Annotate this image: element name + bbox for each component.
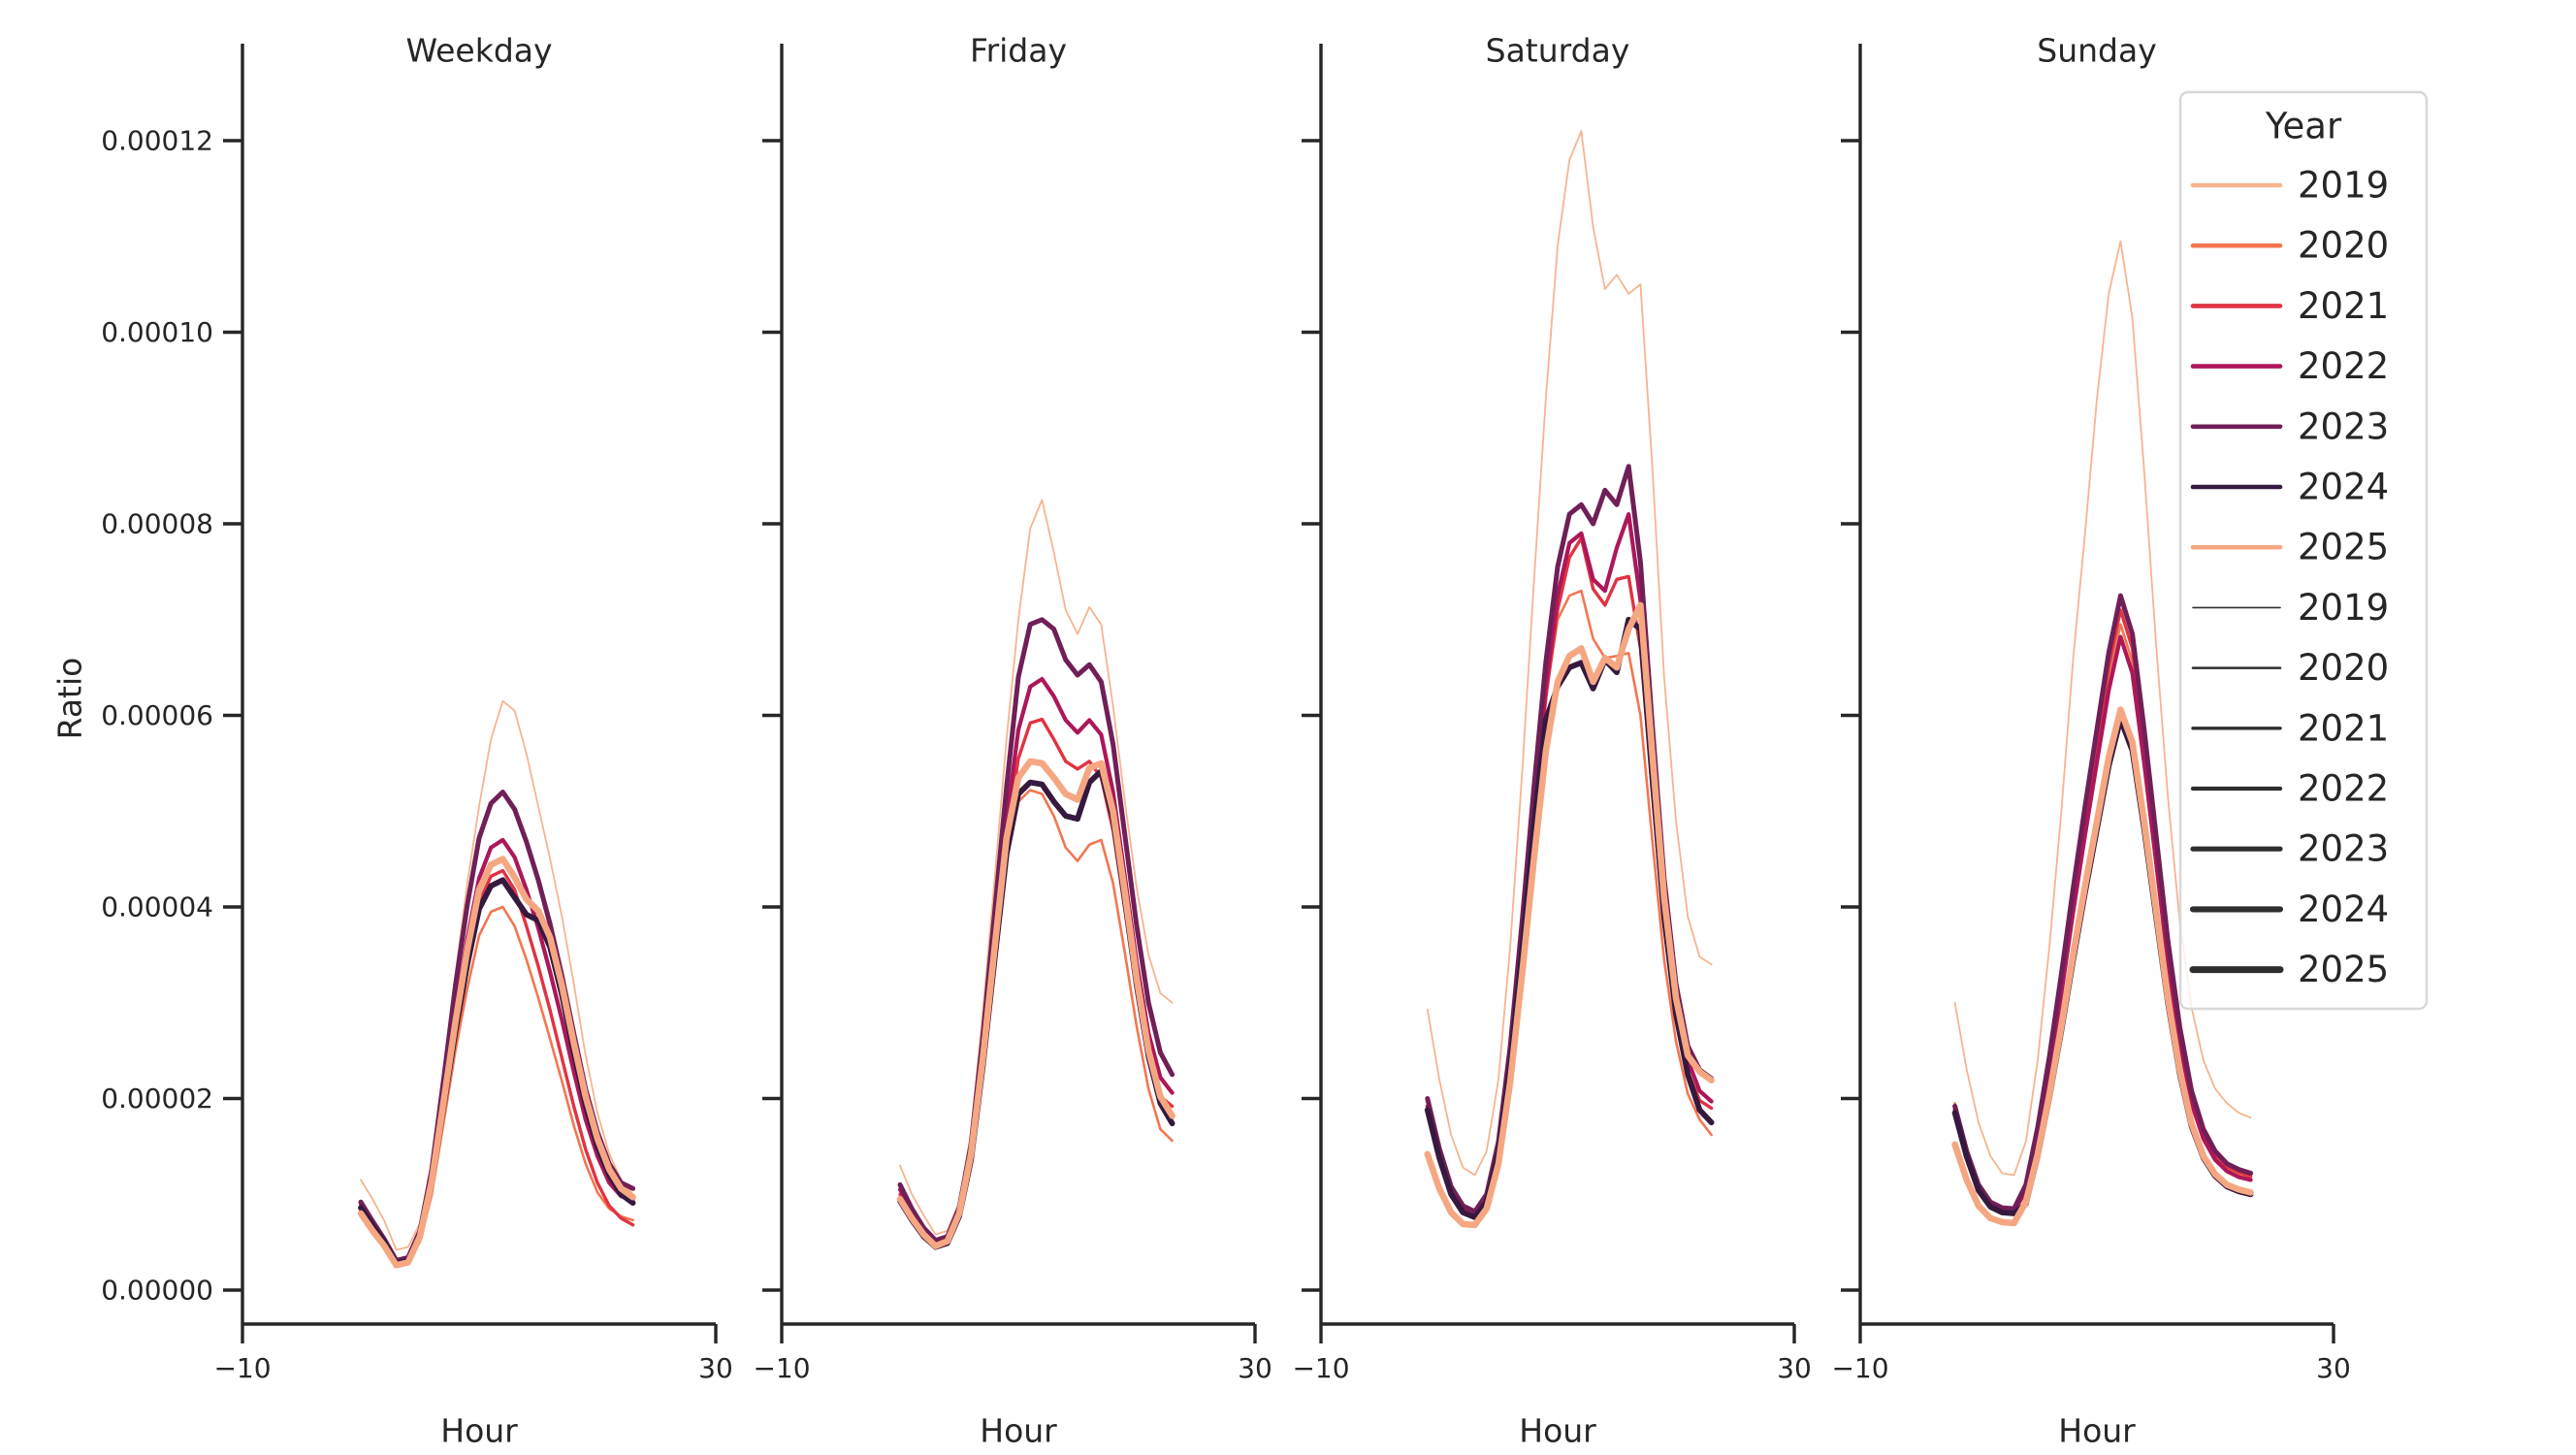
y-tick-label: 0.00000: [101, 1275, 213, 1307]
legend-size-label: 2025: [2298, 949, 2389, 990]
y-tick-label: 0.00012: [101, 125, 213, 157]
x-tick-label: 30: [698, 1352, 733, 1384]
line-sunday-2025: [1951, 706, 2254, 1227]
legend-size-label: 2020: [2298, 647, 2389, 689]
legend-size-label: 2022: [2298, 768, 2389, 810]
line-saturday-2019: [1426, 130, 1713, 1177]
y-tick-label: 0.00004: [101, 891, 213, 923]
legend-hue-label: 2019: [2298, 165, 2389, 207]
facet-sunday: −10 30 Sunday Hour: [1831, 32, 2350, 1450]
legend-size-label: 2019: [2298, 587, 2389, 629]
legend-size-label: 2023: [2298, 828, 2389, 870]
x-axis-label: Hour: [440, 1412, 518, 1450]
x-axis-label: Hour: [2058, 1412, 2136, 1450]
line-friday-2019: [899, 499, 1174, 1236]
x-tick-label: −10: [1831, 1352, 1888, 1384]
x-tick-label: −10: [753, 1352, 810, 1384]
line-saturday-2025: [1424, 601, 1715, 1229]
facet-friday: −10 30 Friday Hour: [753, 32, 1272, 1450]
x-tick-label: −10: [1292, 1352, 1349, 1384]
x-tick-label: 30: [1238, 1352, 1272, 1384]
y-tick-label: 0.00008: [101, 508, 213, 540]
x-axis-label: Hour: [980, 1412, 1057, 1450]
y-tick-label: 0.00006: [101, 699, 213, 731]
legend-title: Year: [2265, 106, 2342, 147]
y-axis-label: Ratio: [51, 658, 89, 740]
facet-title: Weekday: [405, 32, 552, 70]
line-weekday-2025: [357, 856, 636, 1269]
legend-size-label: 2021: [2298, 707, 2389, 749]
y-tick-label: 0.00002: [101, 1083, 213, 1115]
x-tick-label: −10: [213, 1352, 271, 1384]
legend-hue-label: 2021: [2298, 285, 2389, 327]
x-tick-label: 30: [2316, 1352, 2351, 1384]
line-friday-2025: [896, 758, 1175, 1249]
line-friday-2023: [897, 617, 1175, 1244]
facet-title: Saturday: [1486, 32, 1630, 70]
line-weekday-2019: [360, 699, 634, 1251]
line-sunday-2019: [1953, 240, 2252, 1177]
facet-title: Friday: [970, 32, 1067, 70]
y-tick-label: 0.00010: [101, 316, 213, 348]
legend-hue-label: 2023: [2298, 405, 2389, 447]
legend: Year 2019 2020 2021 2022 2023 2024 2025 2019 2020…: [2178, 90, 2429, 1011]
facet-title: Sunday: [2037, 32, 2156, 70]
legend-hue-label: 2025: [2298, 527, 2389, 568]
x-tick-label: 30: [1777, 1352, 1812, 1384]
legend-hue-label: 2024: [2298, 467, 2389, 508]
legend-hue-label: 2020: [2298, 225, 2389, 267]
legend-size-label: 2024: [2298, 889, 2389, 930]
legend-hue-label: 2022: [2298, 345, 2389, 387]
facet-weekday: 0.00000 0.00002 0.00004 0.00006 0.00008 0.000…: [101, 32, 733, 1450]
x-axis-label: Hour: [1519, 1412, 1596, 1450]
legend-frame: [2178, 90, 2429, 1011]
line-sunday-2023: [1952, 593, 2254, 1212]
facet-saturday: −10 30 Saturday Hour: [1292, 32, 1811, 1450]
